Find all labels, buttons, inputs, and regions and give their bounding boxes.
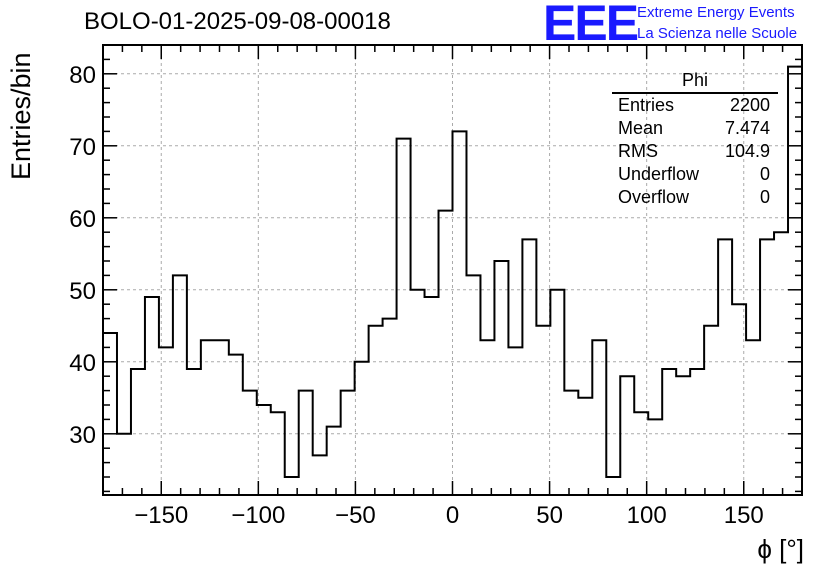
histogram-bin	[383, 319, 397, 495]
y-tick-label: 40	[69, 350, 96, 377]
histogram-bin	[187, 369, 201, 495]
histogram-bin	[550, 290, 564, 495]
histogram-bin	[676, 376, 690, 495]
histogram-bin	[564, 391, 578, 495]
histogram-bin	[466, 275, 480, 495]
y-axis-label: Entries/bin	[6, 52, 36, 180]
histogram-bin	[215, 340, 229, 495]
histogram-bin	[648, 419, 662, 495]
histogram-bin	[718, 239, 732, 495]
histogram-bin	[369, 326, 383, 495]
x-tick-label: 0	[446, 502, 459, 529]
stats-row-rms: RMS 104.9	[612, 140, 778, 163]
stats-row-mean: Mean 7.474	[612, 117, 778, 140]
histogram-bin	[117, 434, 131, 495]
y-tick-label: 50	[69, 278, 96, 305]
x-tick-label: −150	[134, 502, 188, 529]
stats-label: Mean	[618, 118, 664, 138]
y-tick-label: 70	[69, 134, 96, 161]
y-tick-label: 60	[69, 206, 96, 233]
plot-frame	[102, 44, 803, 496]
histogram-bin	[145, 297, 159, 495]
stats-value: 7.474	[724, 118, 770, 138]
histogram-bin	[201, 340, 215, 495]
eee-logo: EEE	[543, 0, 639, 51]
stats-value: 0	[759, 164, 770, 184]
stats-label: RMS	[618, 141, 658, 161]
histogram-bin	[131, 369, 145, 495]
chart-title: BOLO-01-2025-09-08-00018	[84, 8, 391, 35]
histogram-bin	[634, 412, 648, 495]
histogram-bin	[704, 326, 718, 495]
histogram-bin	[299, 391, 313, 495]
histogram-bin	[271, 412, 285, 495]
x-tick-label: 100	[627, 502, 667, 529]
stats-value: 2200	[729, 95, 770, 115]
x-tick-label: −50	[335, 502, 376, 529]
stats-row-entries: Entries 2200	[612, 94, 778, 117]
y-tick-label: 30	[69, 422, 96, 449]
histogram-bin	[397, 139, 411, 495]
stats-row-underflow: Underflow 0	[612, 163, 778, 186]
stats-box: Phi Entries 2200 Mean 7.474 RMS 104.9 Un…	[612, 70, 778, 209]
histogram-bin	[690, 369, 704, 495]
histogram-bin	[522, 239, 536, 495]
histogram-bin	[313, 455, 327, 495]
stats-label: Underflow	[618, 164, 700, 184]
histogram-bin	[425, 297, 439, 495]
histogram-outline	[103, 65, 802, 478]
stats-value: 104.9	[724, 141, 770, 161]
tick-labels: −150 −100 −50 0 50 100 150 30 40 50 60 70 80	[69, 62, 763, 529]
histogram-bin	[341, 391, 355, 495]
x-axis-label: ϕ [°]	[757, 534, 804, 564]
histogram-bin	[774, 232, 788, 495]
histogram-bin	[578, 398, 592, 495]
histogram-bin	[746, 340, 760, 495]
histogram-bin	[494, 261, 508, 495]
histogram-bin	[508, 347, 522, 495]
stats-title: Phi	[612, 70, 778, 94]
stats-value: 0	[759, 187, 770, 207]
histogram-bin	[355, 362, 369, 495]
axis-ticks	[102, 44, 803, 495]
histogram-bin	[536, 326, 550, 495]
histogram-bin	[257, 405, 271, 495]
histogram-bin	[760, 239, 774, 495]
histogram-bin	[327, 427, 341, 495]
histogram-bin	[103, 333, 117, 495]
histogram-bin	[592, 340, 606, 495]
histogram-bin	[620, 376, 634, 495]
x-tick-label: 150	[724, 502, 764, 529]
histogram-bin	[411, 290, 425, 495]
grid-lines	[103, 45, 802, 495]
histogram-bin	[229, 355, 243, 495]
histogram-bin	[480, 340, 494, 495]
histogram-bin	[662, 369, 676, 495]
histogram-bin	[159, 347, 173, 495]
stats-row-overflow: Overflow 0	[612, 186, 778, 209]
histogram-bin	[606, 477, 620, 495]
histogram-bin	[243, 391, 257, 495]
x-tick-label: −100	[231, 502, 285, 529]
histogram-bin	[788, 67, 802, 495]
logo-line-2: La Scienza nelle Scuole	[637, 25, 798, 42]
histogram-bin	[453, 131, 467, 495]
histogram-bin	[173, 275, 187, 495]
histogram-bin	[439, 211, 453, 495]
histogram-bin	[285, 477, 299, 495]
y-tick-label: 80	[69, 62, 96, 89]
histogram-bin	[732, 304, 746, 495]
logo-line-1: Extreme Energy Events	[637, 4, 795, 21]
stats-label: Entries	[618, 95, 675, 115]
stats-label: Overflow	[618, 187, 690, 207]
x-tick-label: 50	[536, 502, 563, 529]
